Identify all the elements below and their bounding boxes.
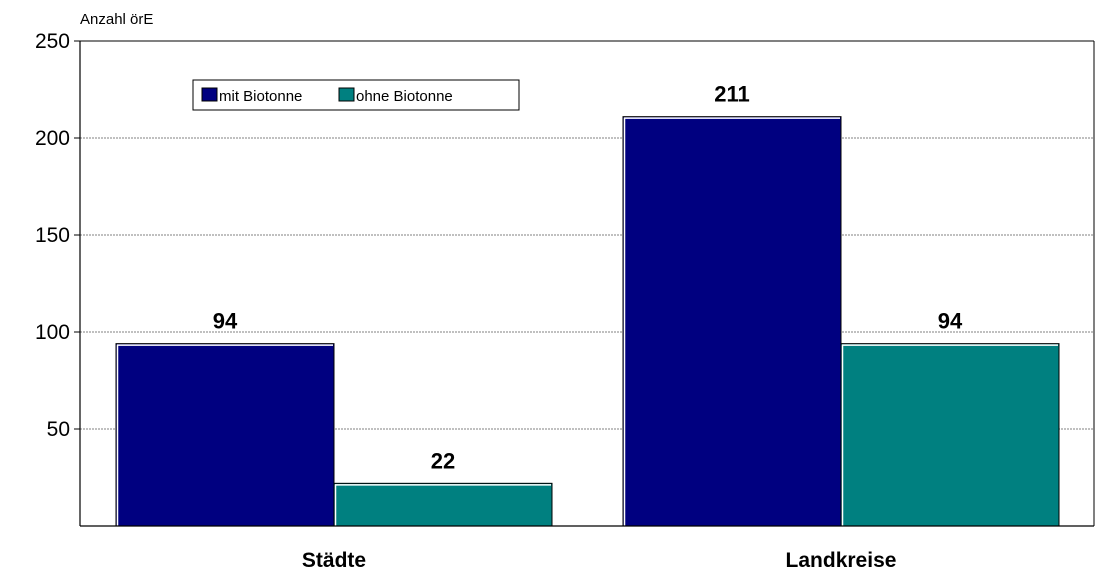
- legend-swatch: [201, 87, 218, 102]
- y-tick-label: 200: [35, 127, 70, 150]
- legend-label: ohne Biotonne: [356, 88, 453, 105]
- bar-ohne-biotonne: [840, 343, 1060, 527]
- y-tick-label: 250: [35, 30, 70, 53]
- bar-ohne-biotonne: [333, 482, 553, 527]
- bars: [115, 116, 1060, 527]
- bar-mit-biotonne: [622, 116, 842, 527]
- data-label: 22: [431, 448, 455, 473]
- legend-swatch: [338, 87, 355, 102]
- data-label: 94: [938, 309, 963, 334]
- legend: mit Biotonne ohne Biotonne: [192, 79, 520, 111]
- y-axis-label: Anzahl örE: [80, 11, 153, 28]
- data-label: 94: [213, 309, 238, 334]
- y-tick-label: 50: [47, 418, 70, 441]
- data-label: 211: [714, 82, 750, 107]
- bar-mit-biotonne: [115, 343, 335, 527]
- category-label: Landkreise: [786, 549, 897, 572]
- y-tick-label: 100: [35, 321, 70, 344]
- category-label: Städte: [302, 549, 366, 572]
- legend-box: [192, 79, 520, 111]
- y-tick-label: 150: [35, 224, 70, 247]
- legend-label: mit Biotonne: [219, 88, 302, 105]
- labels: 50 100 150 200 250 94 22 Städte 211 94 Landkreise: [35, 30, 963, 572]
- axes: [74, 40, 1095, 527]
